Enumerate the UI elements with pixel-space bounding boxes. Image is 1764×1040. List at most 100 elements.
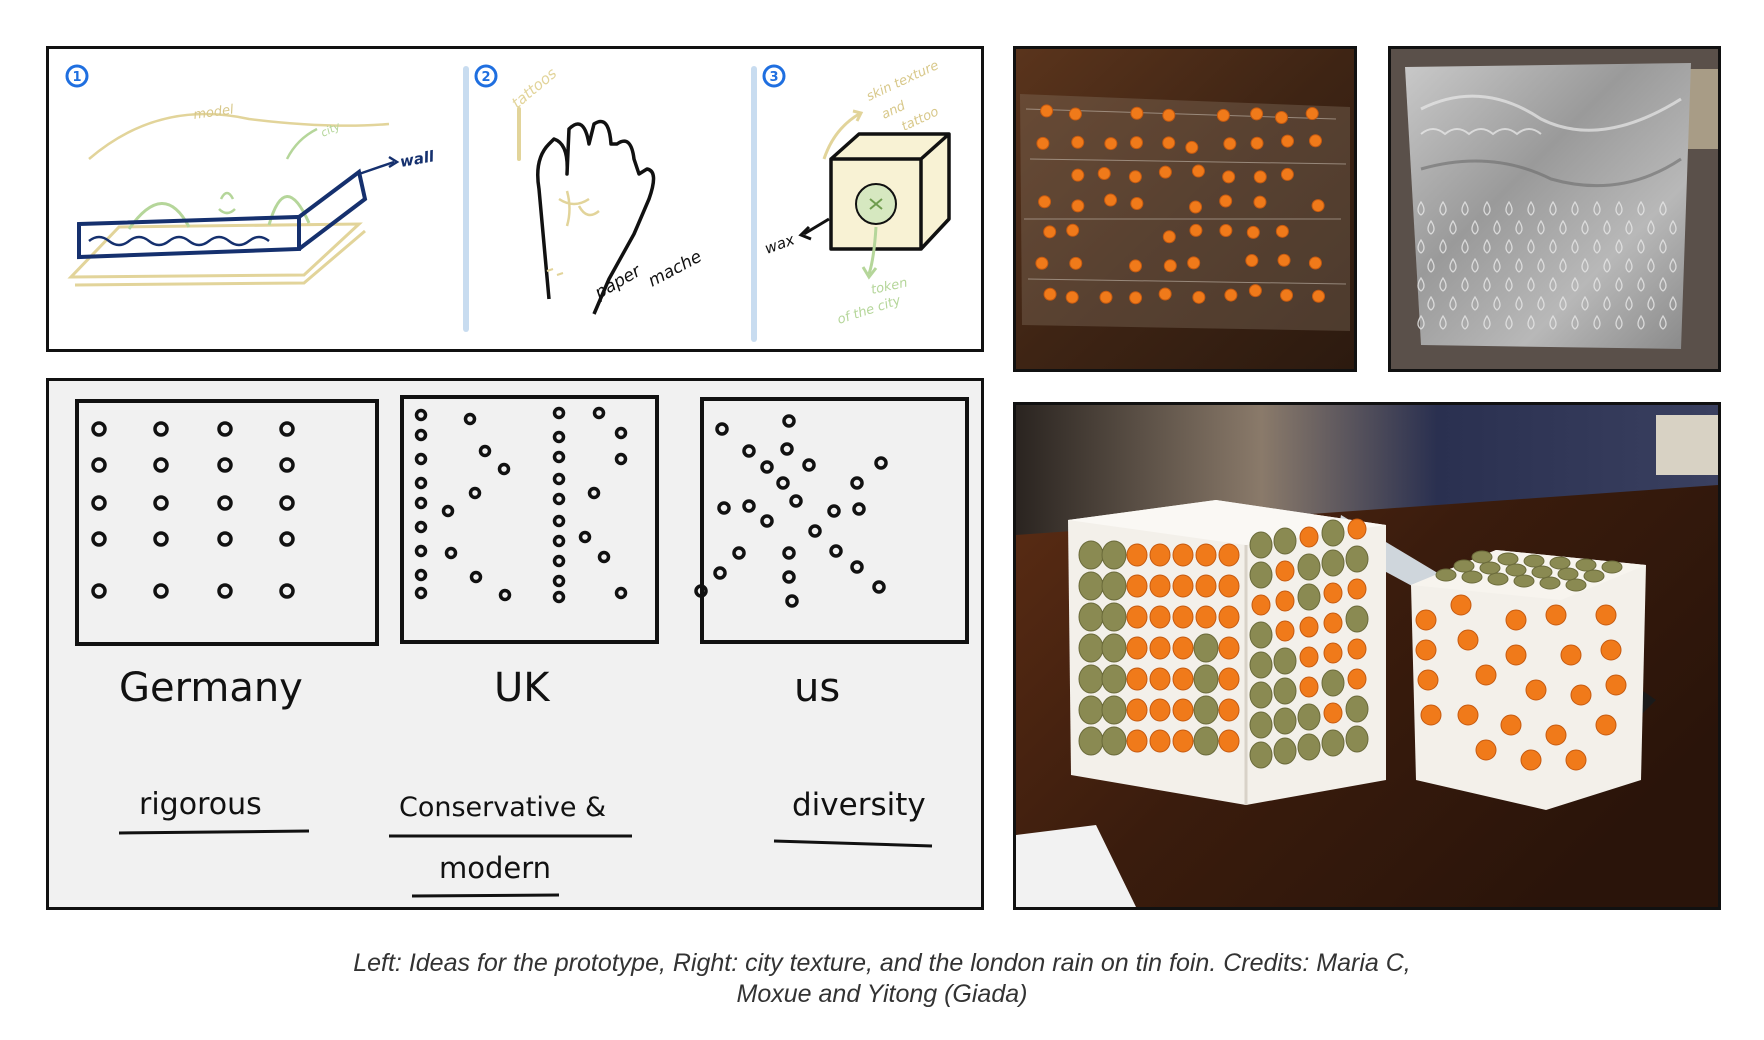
lentil xyxy=(1248,284,1262,298)
dot xyxy=(153,457,169,473)
lentil xyxy=(1172,574,1194,598)
lentil xyxy=(1453,559,1475,573)
lentil xyxy=(1218,636,1240,660)
us-dot-pattern xyxy=(694,414,888,608)
lentil xyxy=(1101,664,1127,694)
marker-3: 3 xyxy=(762,64,786,88)
raindrop xyxy=(1515,295,1523,311)
lentil-grid xyxy=(1035,104,1326,305)
raindrop xyxy=(1537,257,1545,273)
raindrop xyxy=(1527,238,1535,254)
raindrop xyxy=(1581,257,1589,273)
dot xyxy=(552,430,566,444)
lentil xyxy=(1218,698,1240,722)
raindrop xyxy=(1527,200,1535,216)
dot xyxy=(782,546,796,560)
dot xyxy=(497,462,511,476)
lentil xyxy=(1505,563,1527,577)
dot xyxy=(776,476,790,490)
lentil xyxy=(1347,638,1367,660)
lentil xyxy=(1275,224,1289,238)
lentil xyxy=(1347,578,1367,600)
dot xyxy=(153,495,169,511)
lentil xyxy=(1323,642,1343,664)
raindrop xyxy=(1549,276,1557,292)
dot xyxy=(802,458,816,472)
raindrop xyxy=(1515,257,1523,273)
dot xyxy=(742,444,756,458)
lentil xyxy=(1193,633,1219,663)
dot xyxy=(469,570,483,584)
lentil xyxy=(1275,111,1289,125)
dot xyxy=(91,583,107,599)
lentil xyxy=(1245,254,1259,268)
lentil xyxy=(1273,677,1297,705)
raindrop xyxy=(1669,219,1677,235)
raindrop xyxy=(1505,200,1513,216)
raindrop xyxy=(1559,257,1567,273)
lentil xyxy=(1126,543,1148,567)
raindrop xyxy=(1527,314,1535,330)
lentil xyxy=(1246,225,1260,239)
lentil xyxy=(1222,170,1236,184)
lentil xyxy=(1163,259,1177,273)
wall-label: wall xyxy=(399,147,437,171)
dot xyxy=(782,570,796,584)
raindrop xyxy=(1659,276,1667,292)
lentil xyxy=(1321,519,1345,547)
lentil xyxy=(1192,290,1206,304)
raindrop-embossing xyxy=(1417,200,1677,330)
raindrop xyxy=(1571,200,1579,216)
lentil xyxy=(1129,136,1143,150)
word-rigorous: rigorous xyxy=(139,787,262,822)
lentil xyxy=(1487,572,1509,586)
raindrop xyxy=(1549,238,1557,254)
lentil xyxy=(1457,629,1479,651)
dot xyxy=(153,421,169,437)
lentil xyxy=(1249,621,1273,649)
lentil xyxy=(1038,195,1052,209)
lentil xyxy=(1415,639,1437,661)
lentil xyxy=(1299,646,1319,668)
raindrop xyxy=(1427,295,1435,311)
lentil xyxy=(1249,531,1273,559)
raindrop xyxy=(1637,200,1645,216)
figure-caption: Left: Ideas for the prototype, Right: ci… xyxy=(220,948,1544,1010)
lentil xyxy=(1172,605,1194,629)
dot xyxy=(852,502,866,516)
lentil xyxy=(1078,664,1104,694)
dot xyxy=(552,406,566,420)
dot xyxy=(217,495,233,511)
lentil xyxy=(1195,574,1217,598)
lentil xyxy=(1078,726,1104,756)
dot xyxy=(279,457,295,473)
lentil xyxy=(1162,136,1176,150)
dot xyxy=(153,531,169,547)
lentil xyxy=(1321,669,1345,697)
raindrop xyxy=(1471,295,1479,311)
lentil xyxy=(1158,287,1172,301)
dot xyxy=(552,450,566,464)
lentil xyxy=(1250,107,1264,121)
dot xyxy=(463,412,477,426)
lentil xyxy=(1078,571,1104,601)
of-the-city-label: of the city xyxy=(836,293,903,328)
lentil xyxy=(1273,707,1297,735)
lentil xyxy=(1249,651,1273,679)
lentil xyxy=(1149,667,1171,691)
lentil xyxy=(1078,540,1104,570)
dot xyxy=(742,499,756,513)
germany-dot-pattern xyxy=(91,421,295,599)
small-cube-top-lentils xyxy=(1435,550,1623,592)
lentil xyxy=(1305,107,1319,121)
lentil xyxy=(1505,609,1527,631)
lentil xyxy=(1345,545,1369,573)
lentil xyxy=(1158,165,1172,179)
lentil xyxy=(1251,594,1271,616)
lentil xyxy=(1249,711,1273,739)
raindrop xyxy=(1615,200,1623,216)
lentil xyxy=(1297,733,1321,761)
dot xyxy=(279,421,295,437)
lentil xyxy=(1275,620,1295,642)
lentil xyxy=(1130,106,1144,120)
